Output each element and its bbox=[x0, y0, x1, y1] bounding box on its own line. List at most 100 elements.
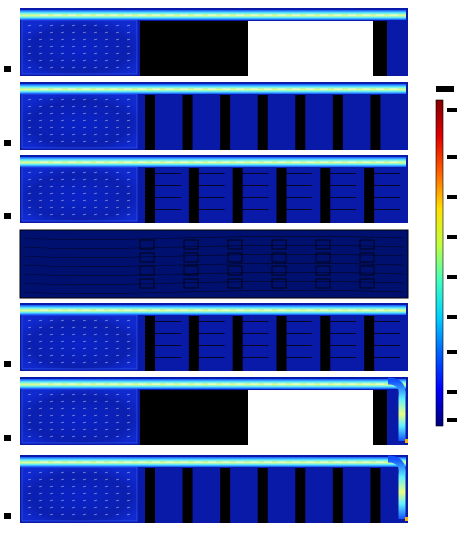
velocity-arrow bbox=[115, 38, 120, 41]
velocity-arrow bbox=[60, 506, 65, 509]
velocity-arrow bbox=[38, 185, 43, 188]
velocity-arrow bbox=[82, 400, 87, 403]
velocity-arrow bbox=[115, 435, 120, 438]
velocity-arrow bbox=[38, 428, 43, 431]
wall-block bbox=[232, 316, 243, 371]
velocity-arrow bbox=[93, 499, 98, 502]
velocity-arrow bbox=[126, 140, 131, 143]
grid-rung bbox=[374, 357, 400, 358]
wall-cell bbox=[315, 265, 331, 276]
wall-cell bbox=[315, 278, 331, 289]
velocity-arrow bbox=[93, 98, 98, 101]
velocity-arrow bbox=[104, 31, 109, 34]
velocity-arrow bbox=[60, 421, 65, 424]
wall-cell bbox=[227, 265, 243, 276]
velocity-arrow bbox=[60, 178, 65, 181]
velocity-arrow bbox=[71, 400, 76, 403]
velocity-arrow bbox=[115, 192, 120, 195]
grid-rung bbox=[286, 321, 313, 322]
velocity-arrow bbox=[115, 45, 120, 48]
velocity-arrow bbox=[126, 133, 131, 136]
grid-rung bbox=[286, 345, 313, 346]
velocity-arrow bbox=[115, 319, 120, 322]
wall-cell bbox=[227, 278, 243, 289]
velocity-arrow bbox=[71, 206, 76, 209]
velocity-arrow bbox=[82, 340, 87, 343]
velocity-arrow bbox=[93, 66, 98, 69]
velocity-arrow bbox=[60, 66, 65, 69]
velocity-arrow bbox=[60, 428, 65, 431]
colorbar-top-label bbox=[436, 86, 454, 92]
velocity-arrow bbox=[60, 206, 65, 209]
velocity-arrow bbox=[60, 31, 65, 34]
velocity-arrow bbox=[115, 52, 120, 55]
wall-block bbox=[276, 316, 287, 371]
velocity-arrow bbox=[60, 319, 65, 322]
velocity-arrow bbox=[82, 435, 87, 438]
velocity-arrow bbox=[71, 52, 76, 55]
velocity-arrow bbox=[93, 213, 98, 216]
velocity-arrow bbox=[126, 513, 131, 516]
panel-label-mark bbox=[4, 513, 11, 519]
velocity-arrow bbox=[38, 119, 43, 122]
velocity-arrow bbox=[126, 428, 131, 431]
velocity-arrow bbox=[82, 319, 87, 322]
velocity-arrow bbox=[82, 213, 87, 216]
wall-block bbox=[220, 95, 231, 150]
velocity-arrow bbox=[49, 206, 54, 209]
velocity-arrow bbox=[115, 31, 120, 34]
velocity-arrow bbox=[38, 393, 43, 396]
velocity-arrow bbox=[115, 340, 120, 343]
velocity-arrow bbox=[115, 506, 120, 509]
wall-cell bbox=[183, 252, 199, 263]
velocity-arrow bbox=[126, 326, 131, 329]
velocity-arrow bbox=[93, 112, 98, 115]
velocity-arrow bbox=[27, 414, 32, 417]
velocity-arrow bbox=[38, 98, 43, 101]
velocity-arrow bbox=[38, 333, 43, 336]
velocity-arrow bbox=[49, 45, 54, 48]
velocity-arrow bbox=[126, 407, 131, 410]
grid-rung bbox=[155, 321, 181, 322]
velocity-arrow bbox=[126, 478, 131, 481]
velocity-arrow bbox=[104, 347, 109, 350]
velocity-arrow bbox=[115, 347, 120, 350]
velocity-arrow bbox=[93, 31, 98, 34]
grid-rung bbox=[330, 345, 357, 346]
grid-rung bbox=[242, 185, 269, 186]
colorbar bbox=[435, 86, 457, 427]
velocity-arrow bbox=[27, 133, 32, 136]
velocity-arrow bbox=[93, 52, 98, 55]
velocity-arrow bbox=[93, 38, 98, 41]
velocity-arrow bbox=[82, 513, 87, 516]
velocity-arrow bbox=[27, 38, 32, 41]
velocity-arrow bbox=[126, 499, 131, 502]
wall-cell bbox=[271, 265, 287, 276]
velocity-arrow bbox=[49, 199, 54, 202]
wall-block bbox=[257, 95, 268, 150]
velocity-arrow bbox=[38, 178, 43, 181]
velocity-arrow bbox=[38, 105, 43, 108]
velocity-arrow bbox=[27, 119, 32, 122]
wall-cell bbox=[139, 239, 155, 250]
velocity-arrow bbox=[71, 499, 76, 502]
velocity-arrow bbox=[104, 52, 109, 55]
velocity-arrow bbox=[71, 471, 76, 474]
streamline bbox=[23, 262, 405, 268]
velocity-arrow bbox=[126, 171, 131, 174]
velocity-arrow bbox=[27, 192, 32, 195]
wall-block bbox=[276, 168, 287, 223]
velocity-arrow bbox=[82, 45, 87, 48]
velocity-arrow bbox=[27, 112, 32, 115]
velocity-arrow bbox=[115, 361, 120, 364]
velocity-arrow bbox=[104, 421, 109, 424]
velocity-arrow bbox=[104, 407, 109, 410]
velocity-arrow bbox=[60, 140, 65, 143]
velocity-arrow bbox=[71, 31, 76, 34]
grid-rung bbox=[155, 197, 181, 198]
wall-block bbox=[232, 168, 243, 223]
velocity-arrow bbox=[93, 400, 98, 403]
velocity-arrow bbox=[126, 45, 131, 48]
velocity-arrow bbox=[38, 421, 43, 424]
velocity-arrow bbox=[60, 171, 65, 174]
